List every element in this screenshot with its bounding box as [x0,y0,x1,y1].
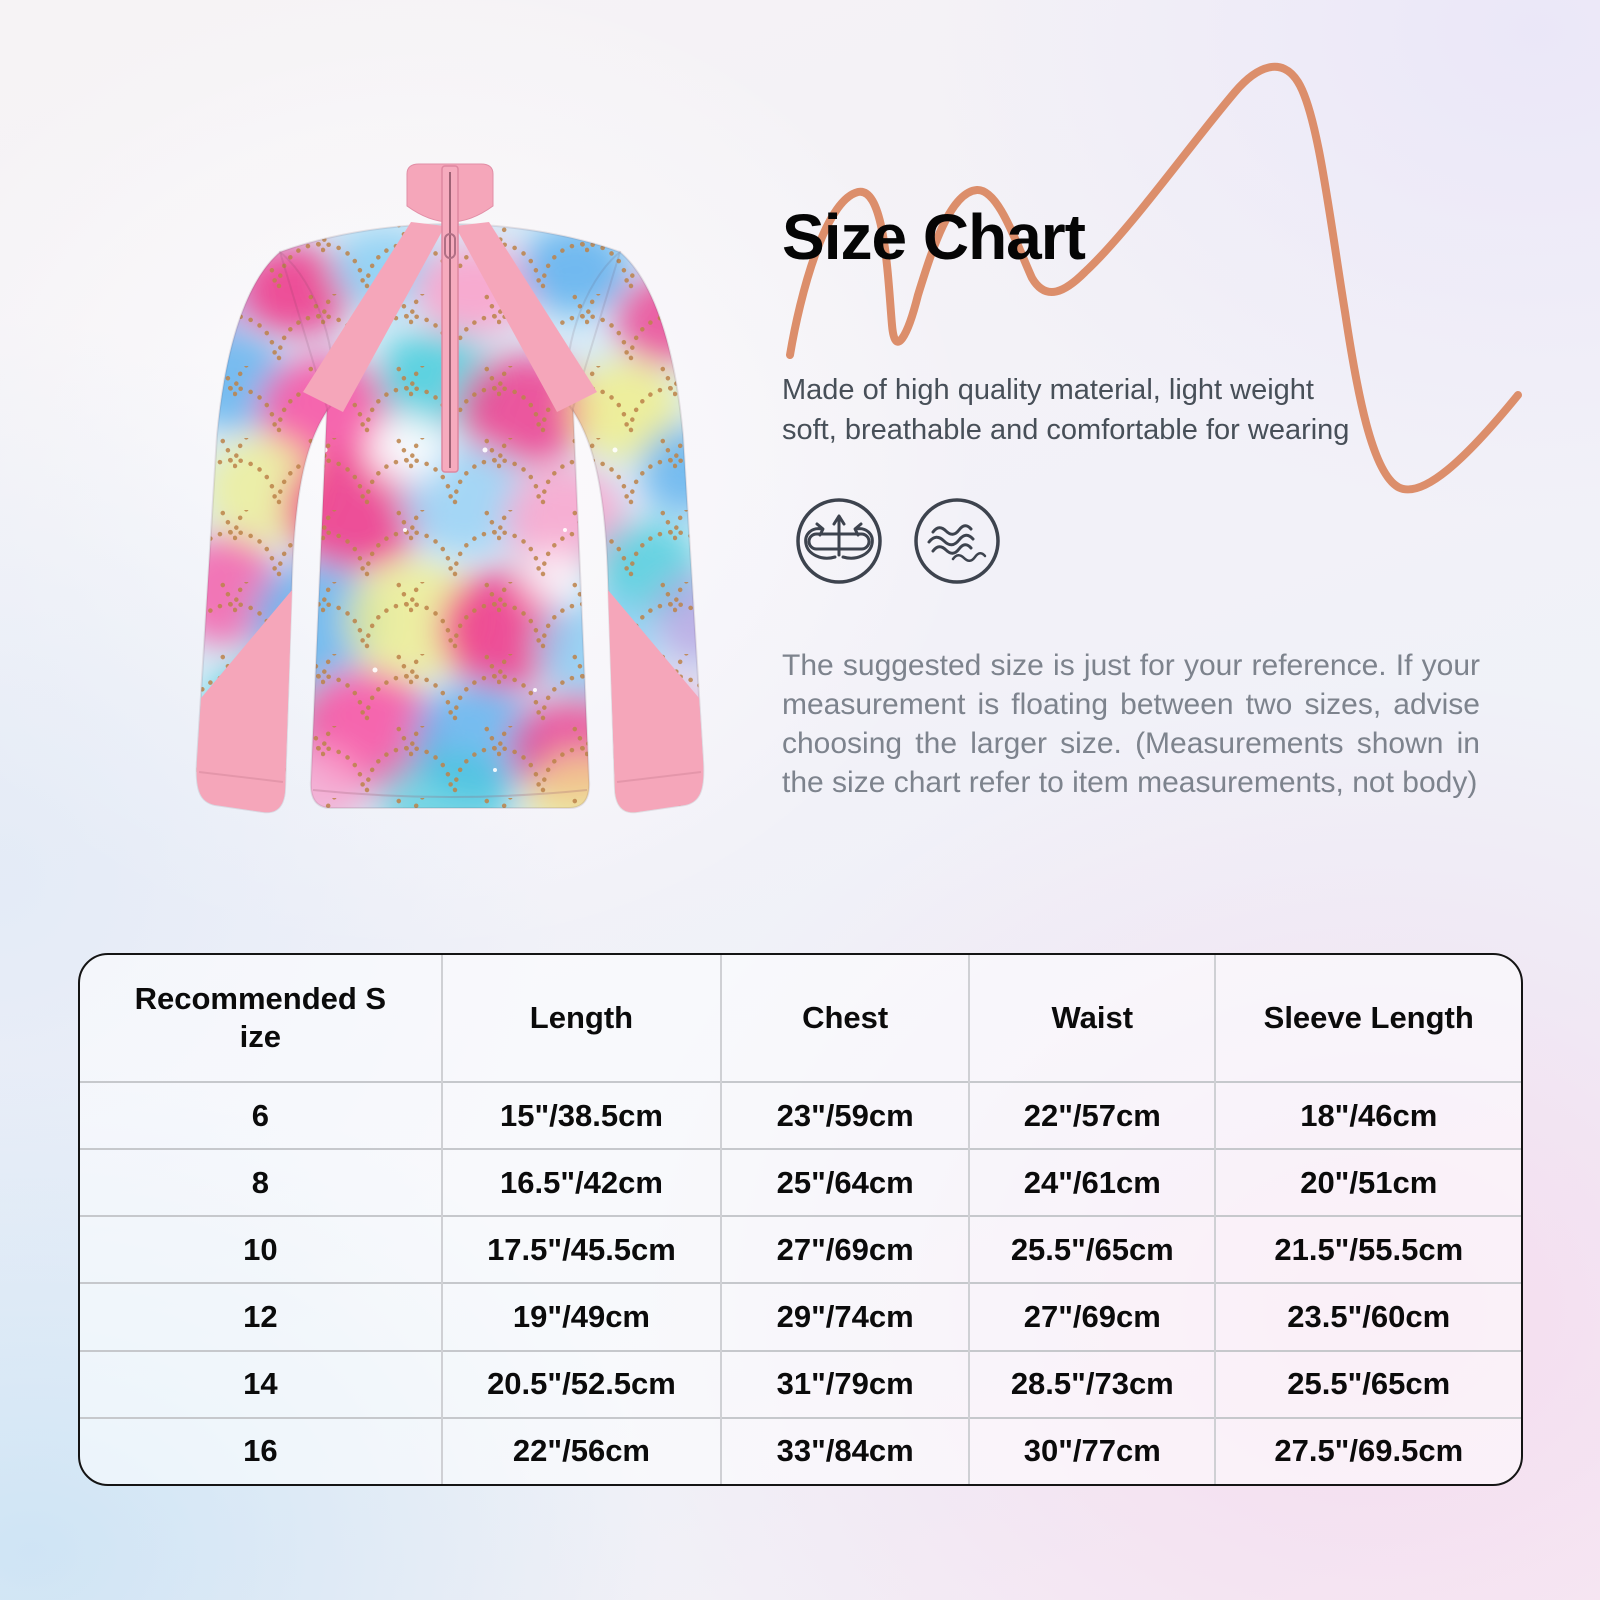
shirt-illustration [195,163,705,814]
table-cell: 23.5"/60cm [1214,1282,1521,1351]
size-chart-table: Recommended S ize Length Chest Waist Sleeve … [78,953,1523,1486]
table-row: 6 15"/38.5cm 23"/59cm 22"/57cm 18"/46cm [80,1080,1521,1150]
shirt-pink-trims [196,163,704,813]
page-title: Size Chart [782,201,1086,273]
feature-icons [794,496,1002,586]
table-cell: 29"/74cm [720,1282,970,1351]
table-cell: 16.5"/42cm [440,1148,722,1217]
table-cell: 30"/77cm [968,1416,1216,1484]
table-cell: 24"/61cm [968,1148,1216,1217]
table-cell: 20.5"/52.5cm [440,1349,722,1418]
table-cell: 31"/79cm [720,1349,970,1418]
table-cell: 15"/38.5cm [440,1080,722,1150]
table-cell: 28.5"/73cm [968,1349,1216,1418]
column-header: Length [440,955,722,1082]
stretch-icon [796,498,882,584]
table-row: 12 19"/49cm 29"/74cm 27"/69cm 23.5"/60cm [80,1282,1521,1351]
table-cell: 27.5"/69.5cm [1214,1416,1521,1484]
table-row: 16 22"/56cm 33"/84cm 30"/77cm 27.5"/69.5cm [80,1416,1521,1484]
table-cell: 27"/69cm [968,1282,1216,1351]
table-cell: 16 [80,1416,442,1484]
breathable-wave-icon [914,498,1000,584]
column-header: Recommended S ize [134,981,387,1054]
squiggle-line-icon [786,62,1522,494]
table-cell: 25.5"/65cm [1214,1349,1521,1418]
table-row: 10 17.5"/45.5cm 27"/69cm 25.5"/65cm 21.5"/55… [80,1215,1521,1284]
product-photo [145,150,745,830]
table-cell: 19"/49cm [440,1282,722,1351]
table-cell: 27"/69cm [720,1215,970,1284]
table-cell: 8 [80,1148,442,1217]
table-cell: 33"/84cm [720,1416,970,1484]
table-cell: 14 [80,1349,442,1418]
table-cell: 23"/59cm [720,1080,970,1150]
table-cell: 25"/64cm [720,1148,970,1217]
table-cell: 6 [80,1080,442,1150]
material-description: Made of high quality material, light wei… [782,374,1350,446]
table-cell: 17.5"/45.5cm [440,1215,722,1284]
column-header: Waist [968,955,1216,1082]
table-cell: 18"/46cm [1214,1080,1521,1150]
table-cell: 22"/57cm [968,1080,1216,1150]
column-header: Sleeve Length [1214,955,1521,1082]
table-cell: 21.5"/55.5cm [1214,1215,1521,1284]
table-cell: 10 [80,1215,442,1284]
table-cell: 25.5"/65cm [968,1215,1216,1284]
table-row: 14 20.5"/52.5cm 31"/79cm 28.5"/73cm 25.5"/65… [80,1349,1521,1418]
column-header: Chest [720,955,970,1082]
table-cell: 20"/51cm [1214,1148,1521,1217]
table-row: 8 16.5"/42cm 25"/64cm 24"/61cm 20"/51cm [80,1148,1521,1217]
table-cell: 12 [80,1282,442,1351]
sizing-note: The suggested size is just for your refe… [782,649,1480,799]
table-header-row: Recommended S ize Length Chest Waist Sleeve … [80,955,1521,1082]
table-cell: 22"/56cm [440,1416,722,1484]
